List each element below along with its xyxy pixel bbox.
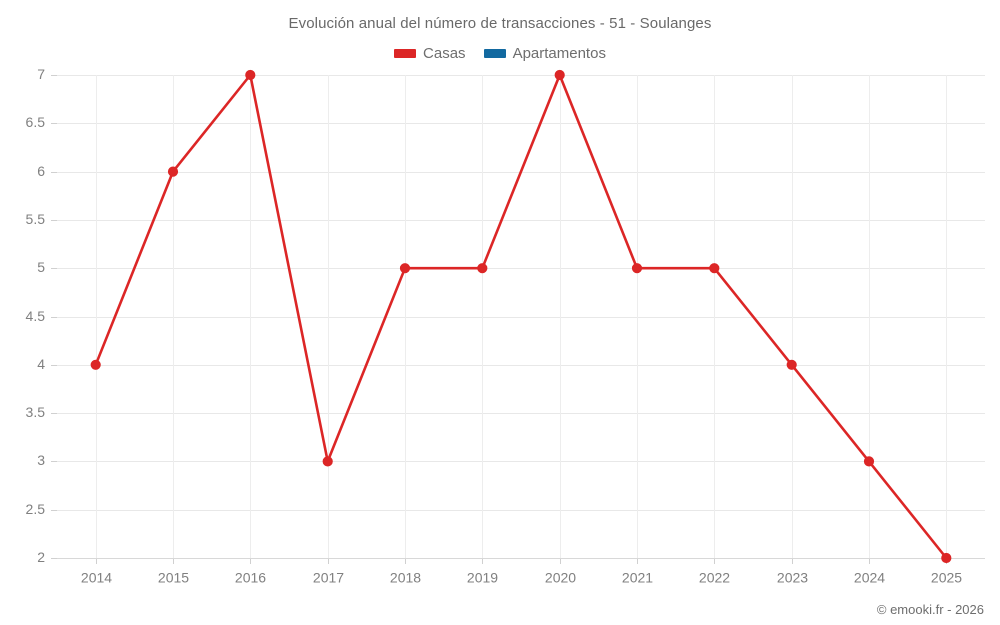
plot-area: 2 2.5 3 3.5 4 4.5 5 5.5 6 6.5 7 2014 2015 2016 2017 201…	[26, 66, 985, 585]
x-axis-tick-label: 2014	[81, 569, 112, 585]
legend-item-casas[interactable]: Casas	[394, 45, 466, 62]
data-point[interactable]	[477, 263, 488, 274]
x-axis-tick-label: 2023	[777, 569, 808, 585]
x-axis-tick-label: 2024	[854, 569, 885, 585]
y-axis-tick-label: 3.5	[26, 404, 46, 420]
data-point[interactable]	[786, 359, 797, 370]
chart-title: Evolución anual del número de transaccio…	[288, 15, 712, 32]
data-point[interactable]	[863, 456, 875, 467]
data-point[interactable]	[941, 552, 952, 564]
x-axis-tick-label: 2021	[622, 569, 653, 585]
y-axis-tick-label: 4	[37, 356, 45, 372]
legend-swatch-casas	[394, 49, 417, 58]
x-axis-tick-label: 2016	[235, 569, 266, 585]
x-axis-tick-label: 2015	[158, 569, 189, 585]
legend-label-apartamentos: Apartamentos	[512, 45, 606, 62]
y-axis-tick-label: 2.5	[26, 501, 46, 517]
data-point[interactable]	[245, 69, 256, 81]
legend-label-casas: Casas	[423, 45, 466, 62]
data-point[interactable]	[399, 263, 411, 274]
x-axis-tick-label: 2025	[931, 569, 962, 585]
y-axis-tick-label: 5.5	[26, 211, 46, 227]
y-axis-tick-label: 5	[37, 259, 45, 275]
data-point[interactable]	[709, 263, 720, 274]
data-point[interactable]	[322, 456, 333, 467]
data-point[interactable]	[631, 263, 643, 274]
legend-item-apartamentos[interactable]: Apartamentos	[483, 45, 606, 62]
data-point[interactable]	[90, 359, 101, 370]
data-point[interactable]	[167, 166, 179, 177]
legend-swatch-apartamentos	[483, 49, 506, 58]
x-axis-tick-label: 2019	[467, 569, 498, 585]
series-line-casas	[94, 73, 948, 560]
footer-credit: © emooki.fr - 2026	[876, 602, 984, 617]
y-axis-tick-label: 3	[37, 452, 45, 468]
y-axis-tick-label: 6.5	[26, 114, 46, 130]
x-axis-tick-label: 2018	[390, 569, 421, 585]
y-axis-tick-label: 2	[37, 549, 45, 565]
y-axis-tick-label: 4.5	[26, 308, 46, 324]
y-axis-tick-label: 6	[37, 163, 45, 179]
data-point[interactable]	[554, 69, 565, 81]
y-axis-tick-label: 7	[37, 66, 45, 82]
chart-legend: Casas Apartamentos	[0, 45, 1000, 62]
x-axis-tick-label: 2022	[699, 569, 730, 585]
x-axis-tick-label: 2020	[545, 569, 576, 585]
x-axis-tick-label: 2017	[313, 569, 344, 585]
